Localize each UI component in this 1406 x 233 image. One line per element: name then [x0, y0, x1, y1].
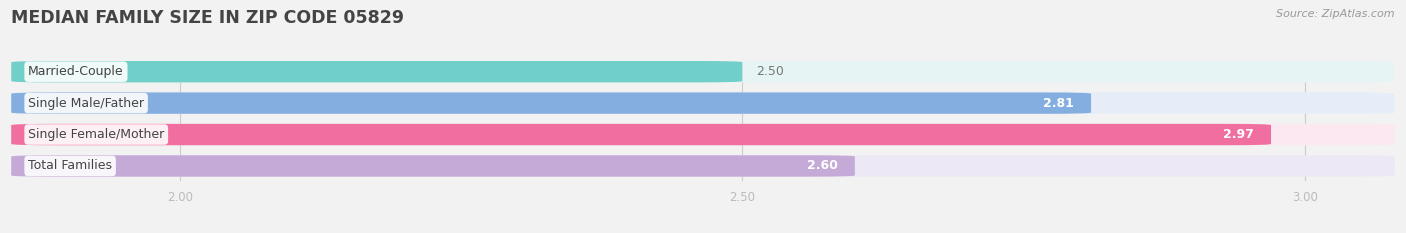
- Text: Single Male/Father: Single Male/Father: [28, 97, 145, 110]
- Text: MEDIAN FAMILY SIZE IN ZIP CODE 05829: MEDIAN FAMILY SIZE IN ZIP CODE 05829: [11, 9, 405, 27]
- FancyBboxPatch shape: [11, 93, 1395, 114]
- FancyBboxPatch shape: [11, 124, 1395, 145]
- Text: 2.50: 2.50: [756, 65, 783, 78]
- Text: Single Female/Mother: Single Female/Mother: [28, 128, 165, 141]
- Text: 2.60: 2.60: [807, 159, 838, 172]
- Text: Source: ZipAtlas.com: Source: ZipAtlas.com: [1277, 9, 1395, 19]
- FancyBboxPatch shape: [11, 61, 1395, 82]
- Text: 2.97: 2.97: [1223, 128, 1254, 141]
- Text: Married-Couple: Married-Couple: [28, 65, 124, 78]
- Text: 2.81: 2.81: [1043, 97, 1074, 110]
- FancyBboxPatch shape: [11, 155, 1395, 177]
- Text: Total Families: Total Families: [28, 159, 112, 172]
- FancyBboxPatch shape: [11, 155, 855, 177]
- FancyBboxPatch shape: [11, 124, 1271, 145]
- FancyBboxPatch shape: [11, 93, 1091, 114]
- FancyBboxPatch shape: [11, 61, 742, 82]
